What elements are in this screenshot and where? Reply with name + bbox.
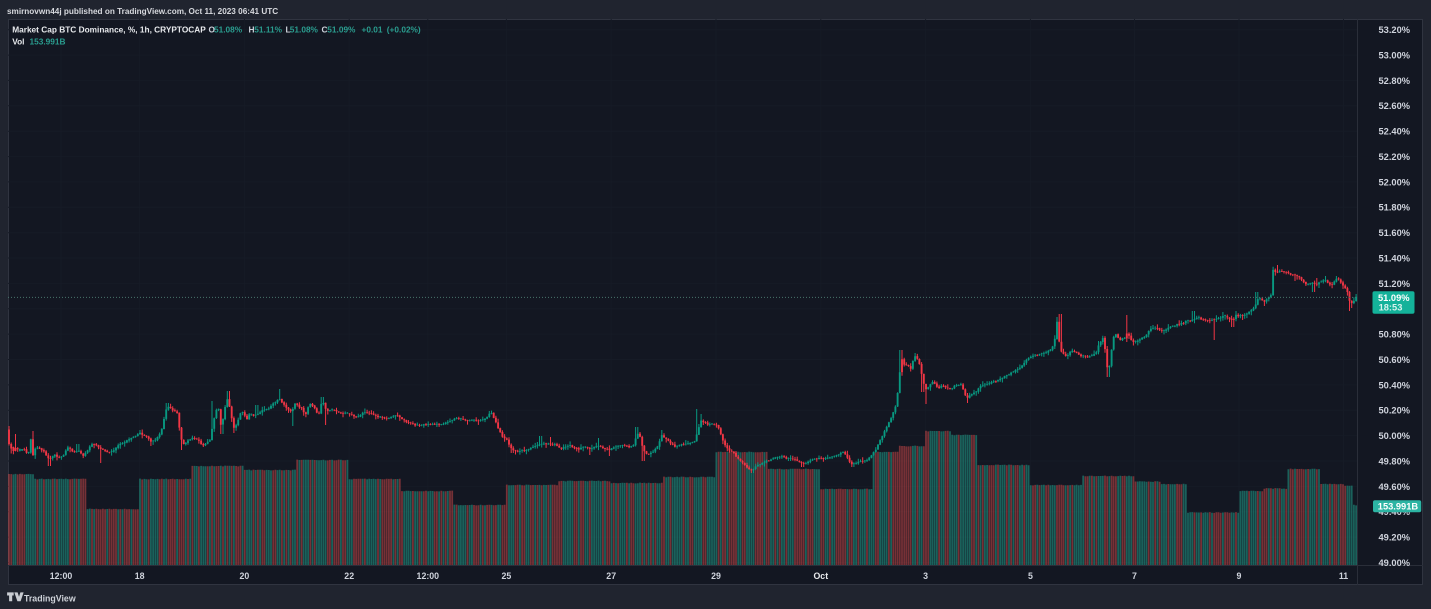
svg-text:smirnovwn44j published on Trad: smirnovwn44j published on TradingView.co…: [7, 7, 278, 16]
svg-text:52.00%: 52.00%: [1379, 177, 1411, 187]
svg-text:49.00%: 49.00%: [1379, 558, 1411, 568]
svg-text:(+0.02%): (+0.02%): [387, 24, 421, 34]
svg-text:50.60%: 50.60%: [1379, 355, 1411, 365]
svg-text:153.991B: 153.991B: [30, 37, 66, 47]
svg-text:50.80%: 50.80%: [1379, 330, 1411, 340]
svg-text:51.40%: 51.40%: [1379, 253, 1411, 263]
svg-text:50.20%: 50.20%: [1379, 406, 1411, 416]
svg-text:12:00: 12:00: [417, 571, 440, 581]
svg-text:3: 3: [923, 571, 928, 581]
svg-text:50.00%: 50.00%: [1379, 431, 1411, 441]
svg-text:25: 25: [502, 571, 512, 581]
svg-text:49.60%: 49.60%: [1379, 482, 1411, 492]
svg-text:Vol: Vol: [12, 37, 24, 47]
svg-text:27: 27: [606, 571, 616, 581]
svg-text:51.08%: 51.08%: [214, 24, 243, 34]
svg-text:52.40%: 52.40%: [1379, 127, 1411, 137]
svg-text:51.11%: 51.11%: [254, 24, 282, 34]
svg-text:53.00%: 53.00%: [1379, 51, 1411, 61]
svg-text:18: 18: [135, 571, 145, 581]
svg-text:49.20%: 49.20%: [1379, 533, 1411, 543]
svg-text:51.60%: 51.60%: [1379, 228, 1411, 238]
svg-text:51.09%: 51.09%: [327, 24, 356, 34]
svg-text:50.40%: 50.40%: [1379, 380, 1411, 390]
svg-text:+0.01: +0.01: [362, 24, 383, 34]
svg-text:C: C: [322, 24, 328, 34]
svg-text:52.20%: 52.20%: [1379, 152, 1411, 162]
svg-text:51.20%: 51.20%: [1379, 279, 1411, 289]
svg-text:52.60%: 52.60%: [1379, 101, 1411, 111]
svg-text:11: 11: [1339, 571, 1348, 581]
svg-text:7: 7: [1132, 571, 1137, 581]
svg-text:51.80%: 51.80%: [1379, 203, 1411, 213]
svg-text:Oct: Oct: [813, 571, 828, 581]
svg-text:22: 22: [344, 571, 354, 581]
svg-text:Market Cap BTC Dominance, %, 1: Market Cap BTC Dominance, %, 1h, CRYPTOC…: [12, 24, 206, 34]
svg-text:53.20%: 53.20%: [1379, 25, 1411, 35]
svg-text:5: 5: [1028, 571, 1033, 581]
svg-text:TradingView: TradingView: [24, 593, 76, 603]
svg-text:49.80%: 49.80%: [1379, 456, 1411, 466]
svg-text:51.08%: 51.08%: [290, 24, 319, 34]
svg-text:51.09%: 51.09%: [1378, 293, 1410, 303]
svg-text:20: 20: [240, 571, 250, 581]
svg-text:18:53: 18:53: [1379, 303, 1403, 313]
svg-text:52.80%: 52.80%: [1379, 76, 1411, 86]
svg-text:9: 9: [1237, 571, 1242, 581]
svg-text:153.991B: 153.991B: [1378, 502, 1419, 512]
svg-text:L: L: [286, 24, 291, 34]
svg-text:12:00: 12:00: [50, 571, 73, 581]
svg-text:O: O: [209, 24, 216, 34]
svg-text:29: 29: [711, 571, 721, 581]
svg-text:H: H: [249, 24, 255, 34]
